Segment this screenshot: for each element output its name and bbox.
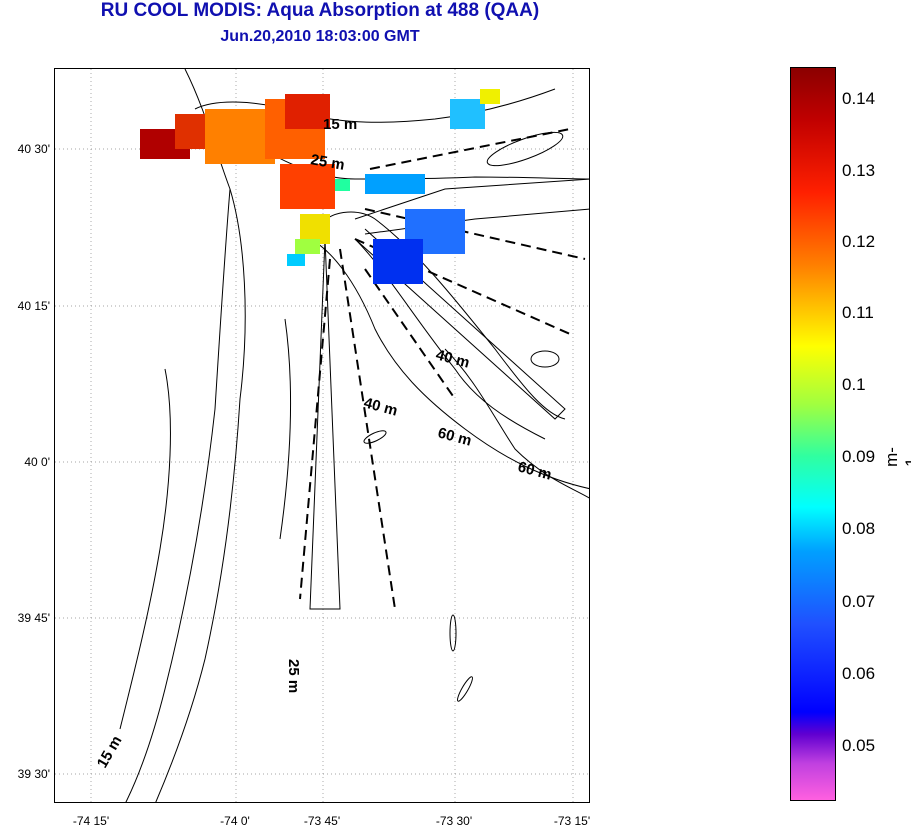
x-tick-label: -73 30' [435, 814, 473, 828]
map-canvas: 15 m 25 m 40 m 40 m 60 m 60 m 25 m 15 m [55, 69, 589, 802]
colorbar-tick-label: 0.1 [842, 375, 866, 394]
contour-label: 40 m [434, 346, 471, 371]
colorbar-tick-label: 0.13 [842, 161, 876, 180]
x-tick-label: -73 45' [303, 814, 341, 828]
contour-label: 25 m [285, 659, 302, 693]
colorbar-units: m-1 [881, 447, 911, 467]
x-tick-label: -73 15' [553, 814, 591, 828]
x-tick-label: -74 15' [72, 814, 110, 828]
map-title: RU COOL MODIS: Aqua Absorption at 488 (Q… [100, 0, 540, 21]
colorbar-tick-label: 0.05 [842, 736, 876, 755]
colorbar-tick-label: 0.14 [842, 89, 876, 108]
y-tick-label: 39 45' [17, 611, 50, 625]
colorbar-tick-label: 0.06 [842, 664, 876, 683]
y-tick-label: 40 15' [17, 299, 50, 313]
colorbar-tick-label: 0.07 [842, 592, 876, 611]
colorbar-tick-label: 0.12 [842, 232, 876, 251]
contour-label: 25 m [309, 151, 346, 174]
contour-label: 15 m [94, 733, 126, 771]
map-panel[interactable]: 15 m 25 m 40 m 40 m 60 m 60 m 25 m 15 m [54, 68, 590, 803]
y-tick-label: 40 0' [24, 455, 50, 469]
contour-label: 40 m [362, 394, 399, 419]
y-tick-label: 39 30' [17, 767, 50, 781]
colorbar-tick-label: 0.11 [842, 303, 874, 322]
colorbar [790, 67, 836, 801]
colorbar-tick-label: 0.08 [842, 519, 876, 538]
y-tick-label: 40 30' [17, 142, 50, 156]
x-tick-label: -74 0' [220, 814, 250, 828]
transect-lines [299, 128, 586, 610]
map-subtitle: Jun.20,2010 18:03:00 GMT [220, 28, 420, 45]
absorption-data [140, 89, 500, 284]
bathymetry-contours [119, 69, 589, 802]
contour-label: 15 m [323, 116, 357, 133]
colorbar-tick-label: 0.09 [842, 447, 876, 466]
